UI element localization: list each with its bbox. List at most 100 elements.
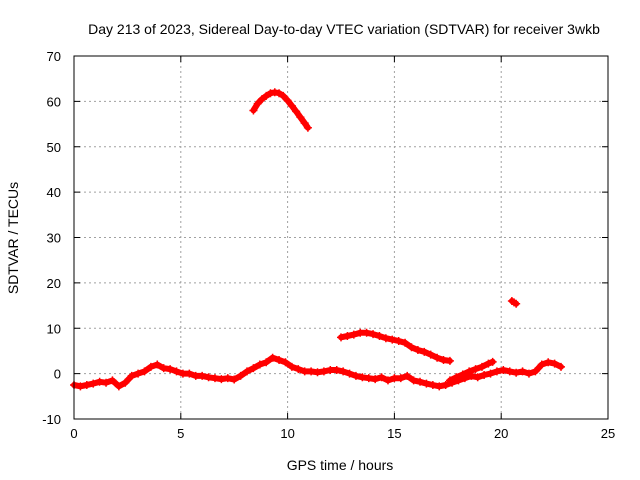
data-point	[292, 107, 301, 116]
data-point	[279, 91, 288, 100]
data-point	[217, 375, 226, 384]
data-point	[275, 89, 284, 98]
data-point	[407, 343, 416, 352]
data-point	[557, 362, 566, 371]
x-tick-label: 15	[387, 426, 401, 441]
data-point	[198, 371, 207, 380]
data-point	[420, 347, 429, 356]
data-point	[394, 336, 403, 345]
data-points	[70, 88, 566, 391]
data-point	[375, 331, 384, 340]
data-point	[134, 369, 143, 378]
data-point	[249, 106, 258, 115]
y-tick-label: 0	[54, 367, 61, 382]
data-point	[381, 334, 390, 343]
data-point	[452, 373, 461, 382]
data-point	[253, 99, 262, 108]
data-point	[512, 368, 521, 377]
data-point	[403, 371, 412, 380]
x-axis-title: GPS time / hours	[287, 457, 394, 473]
x-tick-label: 20	[494, 426, 508, 441]
data-point	[524, 369, 533, 378]
x-tick-label: 25	[601, 426, 615, 441]
data-point	[428, 380, 437, 389]
data-point	[294, 365, 303, 374]
series-rising-segment	[445, 357, 497, 385]
data-point	[409, 376, 418, 385]
data-point	[550, 359, 559, 368]
data-point	[262, 358, 271, 367]
data-point	[223, 374, 232, 383]
data-point	[307, 367, 316, 376]
data-point	[388, 335, 397, 344]
y-tick-label: 40	[47, 185, 61, 200]
y-tick-label: 20	[47, 276, 61, 291]
data-point	[486, 369, 495, 378]
y-axis-title: SDTVAR / TECUs	[5, 182, 21, 294]
data-point	[518, 367, 527, 376]
data-point	[255, 360, 264, 369]
data-point	[358, 373, 367, 382]
data-point	[413, 346, 422, 355]
data-point	[439, 356, 448, 365]
data-point	[337, 333, 345, 342]
data-point	[204, 373, 213, 382]
data-point	[433, 353, 442, 362]
chart-title: Day 213 of 2023, Sidereal Day-to-day VTE…	[88, 21, 600, 37]
data-point	[416, 377, 425, 386]
data-point	[351, 371, 360, 380]
data-point	[95, 377, 104, 386]
data-point	[396, 374, 405, 383]
data-point	[441, 380, 450, 389]
data-point	[537, 360, 546, 369]
data-point	[339, 367, 348, 376]
data-point	[108, 376, 117, 385]
data-point	[283, 96, 292, 105]
data-point	[401, 338, 410, 347]
data-point	[287, 101, 296, 110]
data-point	[505, 367, 514, 376]
data-point	[480, 370, 489, 379]
data-point	[114, 382, 123, 391]
data-point	[313, 368, 322, 377]
data-point	[266, 89, 275, 98]
y-tick-label: 10	[47, 321, 61, 336]
data-point	[185, 369, 194, 378]
data-point	[230, 375, 239, 384]
data-point	[426, 350, 435, 359]
data-point	[484, 359, 493, 368]
data-point	[153, 360, 162, 369]
data-point	[102, 378, 111, 387]
x-tick-label: 5	[177, 426, 184, 441]
data-point	[303, 123, 312, 132]
data-point	[349, 330, 358, 339]
data-point	[281, 358, 290, 367]
data-point	[146, 362, 155, 371]
data-point	[243, 367, 252, 376]
axis-ticks: 0 5 10 15 20 25 -10 0 10 20 30 40 50 60 70	[42, 49, 615, 441]
data-point	[82, 380, 91, 389]
data-point	[332, 365, 341, 374]
series-middle-arc	[337, 328, 454, 365]
series-outlier-cluster	[507, 297, 521, 308]
data-point	[140, 367, 149, 376]
data-point	[369, 330, 378, 339]
data-point	[512, 299, 521, 308]
data-point	[445, 356, 454, 365]
data-point	[296, 113, 305, 122]
series-main-band	[70, 353, 566, 391]
data-point	[477, 362, 486, 371]
x-tick-label: 10	[280, 426, 294, 441]
data-point	[166, 365, 175, 374]
series-upper-arc	[249, 88, 312, 132]
data-point	[531, 367, 540, 376]
data-point	[121, 378, 130, 387]
data-point	[345, 369, 354, 378]
data-point	[76, 382, 85, 391]
data-point	[383, 376, 392, 385]
data-point	[435, 382, 444, 391]
data-point	[89, 379, 98, 388]
data-point	[492, 367, 501, 376]
data-point	[362, 328, 371, 337]
